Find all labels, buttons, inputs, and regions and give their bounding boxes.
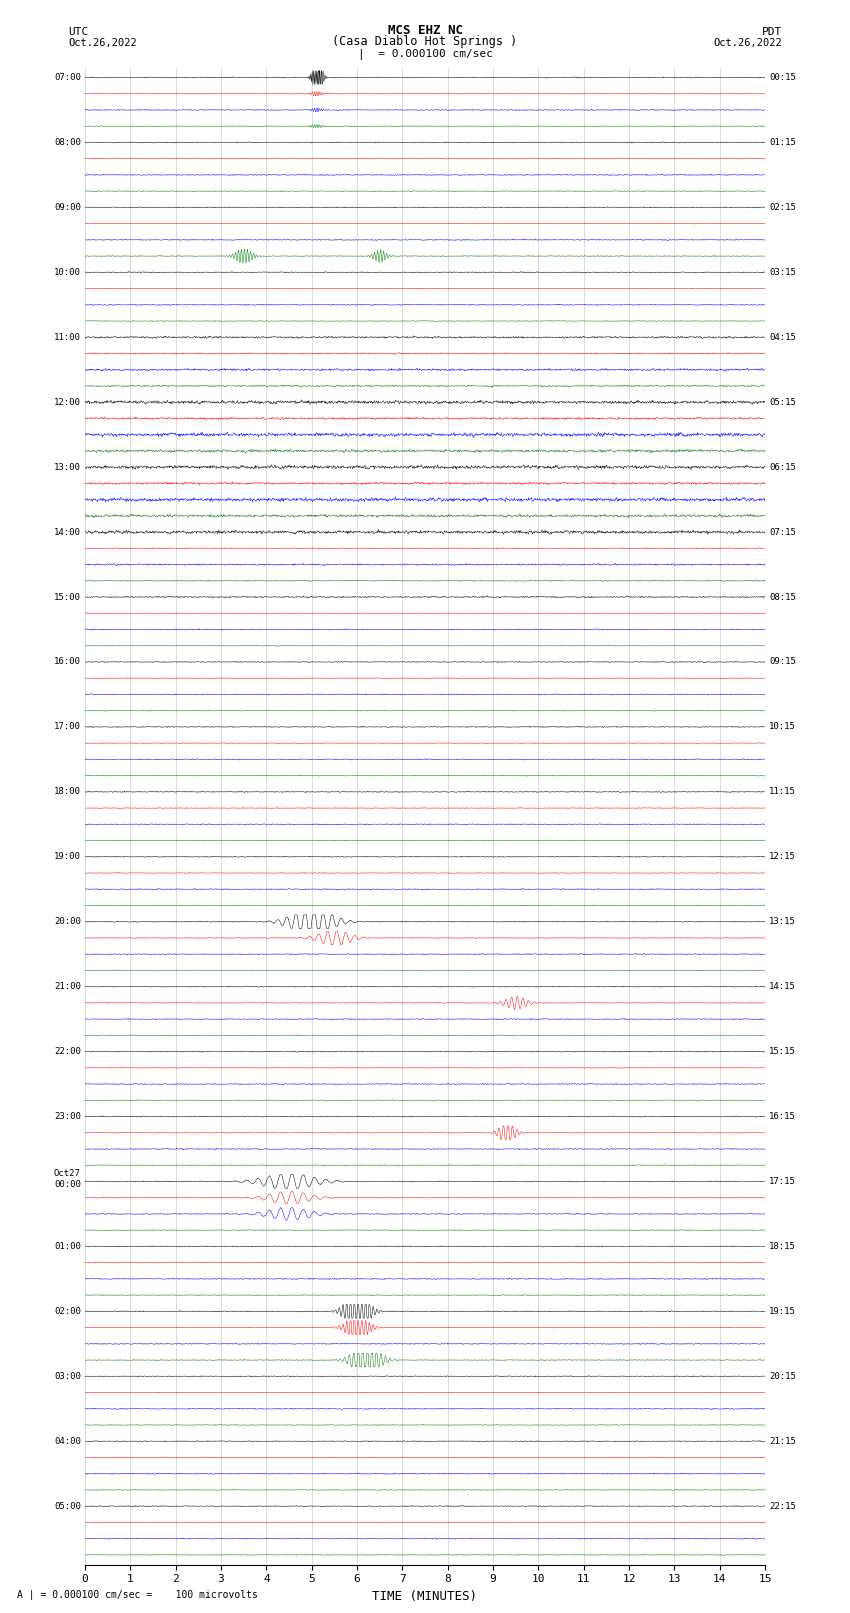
Text: 00:00: 00:00 — [54, 1179, 81, 1189]
Text: 21:15: 21:15 — [769, 1437, 796, 1445]
Text: 04:15: 04:15 — [769, 332, 796, 342]
Text: 14:15: 14:15 — [769, 982, 796, 990]
Text: 11:00: 11:00 — [54, 332, 81, 342]
Text: 05:15: 05:15 — [769, 398, 796, 406]
Text: Oct27: Oct27 — [54, 1169, 81, 1177]
Text: 13:00: 13:00 — [54, 463, 81, 471]
Text: 15:15: 15:15 — [769, 1047, 796, 1057]
Text: 04:00: 04:00 — [54, 1437, 81, 1445]
Text: 06:15: 06:15 — [769, 463, 796, 471]
Text: 08:15: 08:15 — [769, 592, 796, 602]
Text: Oct.26,2022: Oct.26,2022 — [713, 39, 782, 48]
Text: ∣  = 0.000100 cm/sec: ∣ = 0.000100 cm/sec — [358, 48, 492, 60]
Text: 03:00: 03:00 — [54, 1371, 81, 1381]
Text: 12:00: 12:00 — [54, 398, 81, 406]
Text: Oct.26,2022: Oct.26,2022 — [68, 39, 137, 48]
Text: 10:15: 10:15 — [769, 723, 796, 731]
Text: 19:00: 19:00 — [54, 852, 81, 861]
Text: 00:15: 00:15 — [769, 73, 796, 82]
Text: MCS EHZ NC: MCS EHZ NC — [388, 24, 462, 37]
Text: 07:00: 07:00 — [54, 73, 81, 82]
X-axis label: TIME (MINUTES): TIME (MINUTES) — [372, 1590, 478, 1603]
Text: 20:00: 20:00 — [54, 918, 81, 926]
Text: 19:15: 19:15 — [769, 1307, 796, 1316]
Text: 11:15: 11:15 — [769, 787, 796, 797]
Text: 01:15: 01:15 — [769, 139, 796, 147]
Text: A ∣ = 0.000100 cm/sec =    100 microvolts: A ∣ = 0.000100 cm/sec = 100 microvolts — [17, 1590, 258, 1600]
Text: 12:15: 12:15 — [769, 852, 796, 861]
Text: 17:00: 17:00 — [54, 723, 81, 731]
Text: 22:15: 22:15 — [769, 1502, 796, 1511]
Text: 14:00: 14:00 — [54, 527, 81, 537]
Text: 02:00: 02:00 — [54, 1307, 81, 1316]
Text: 22:00: 22:00 — [54, 1047, 81, 1057]
Text: 16:00: 16:00 — [54, 658, 81, 666]
Text: (Casa Diablo Hot Springs ): (Casa Diablo Hot Springs ) — [332, 35, 518, 48]
Text: 17:15: 17:15 — [769, 1177, 796, 1186]
Text: 20:15: 20:15 — [769, 1371, 796, 1381]
Text: UTC: UTC — [68, 27, 88, 37]
Text: 08:00: 08:00 — [54, 139, 81, 147]
Text: 23:00: 23:00 — [54, 1111, 81, 1121]
Text: 09:00: 09:00 — [54, 203, 81, 211]
Text: 07:15: 07:15 — [769, 527, 796, 537]
Text: 10:00: 10:00 — [54, 268, 81, 277]
Text: 21:00: 21:00 — [54, 982, 81, 990]
Text: 02:15: 02:15 — [769, 203, 796, 211]
Text: PDT: PDT — [762, 27, 782, 37]
Text: 18:15: 18:15 — [769, 1242, 796, 1252]
Text: 09:15: 09:15 — [769, 658, 796, 666]
Text: 03:15: 03:15 — [769, 268, 796, 277]
Text: 05:00: 05:00 — [54, 1502, 81, 1511]
Text: 15:00: 15:00 — [54, 592, 81, 602]
Text: 16:15: 16:15 — [769, 1111, 796, 1121]
Text: 13:15: 13:15 — [769, 918, 796, 926]
Text: 18:00: 18:00 — [54, 787, 81, 797]
Text: 01:00: 01:00 — [54, 1242, 81, 1252]
